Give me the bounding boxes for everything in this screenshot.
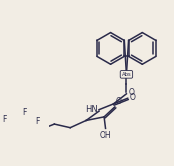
Text: O: O: [129, 88, 135, 97]
Text: HN: HN: [85, 105, 98, 114]
Text: F: F: [2, 115, 7, 124]
Text: O: O: [129, 93, 135, 102]
Text: F: F: [36, 117, 40, 126]
Text: OH: OH: [100, 131, 111, 140]
Text: Abs: Abs: [122, 72, 131, 77]
Text: F: F: [23, 108, 27, 117]
Text: O: O: [116, 97, 121, 106]
